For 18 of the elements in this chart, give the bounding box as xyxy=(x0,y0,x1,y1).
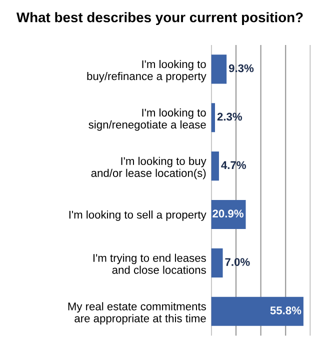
y-tick-label: I'm looking to sign/renegotiate a lease xyxy=(88,108,206,131)
data-label: 7.0% xyxy=(225,258,250,266)
data-label: 2.3% xyxy=(217,112,242,121)
bar xyxy=(211,152,219,181)
data-label: 4.7% xyxy=(221,161,246,170)
data-label: 9.3% xyxy=(228,64,254,72)
bar xyxy=(211,54,227,84)
y-tick-label: I'm looking to buy/refinance a property xyxy=(87,60,206,82)
chart-title: What best describes your current position? xyxy=(16,12,303,26)
y-tick-label: I'm looking to buy and/or lease location(s) xyxy=(91,156,206,180)
bar xyxy=(211,248,223,278)
y-tick-label: I'm trying to end leases and close locations xyxy=(93,254,206,274)
bar xyxy=(211,296,304,326)
y-tick-label: My real estate commitments are appropriate at this time xyxy=(68,302,206,325)
data-label: 20.9% xyxy=(212,210,244,218)
bar xyxy=(211,103,216,132)
y-tick-label: I'm looking to sell a property xyxy=(69,210,206,221)
data-label: 55.8% xyxy=(270,306,302,314)
